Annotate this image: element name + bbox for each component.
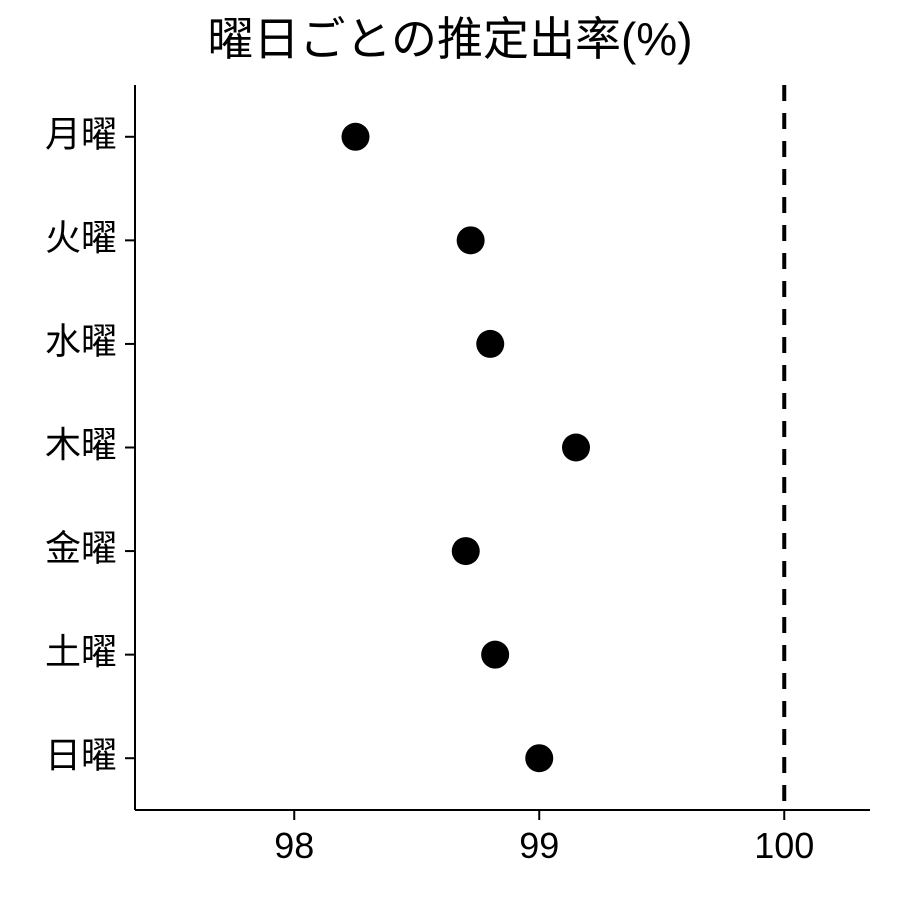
y-tick-label: 水曜 — [45, 320, 117, 361]
data-point — [525, 744, 553, 772]
x-tick-label: 98 — [274, 825, 314, 866]
x-tick-label: 100 — [754, 825, 814, 866]
data-point — [476, 330, 504, 358]
data-points — [342, 123, 591, 772]
data-point — [562, 434, 590, 462]
x-tick-label: 99 — [519, 825, 559, 866]
data-point — [342, 123, 370, 151]
y-tick-label: 金曜 — [45, 528, 117, 569]
dot-plot-chart: 曜日ごとの推定出率(%) 98 99 100 月曜火曜水曜木曜金曜土曜日曜 — [0, 0, 900, 900]
chart-container: 曜日ごとの推定出率(%) 98 99 100 月曜火曜水曜木曜金曜土曜日曜 — [0, 0, 900, 900]
y-tick-label: 土曜 — [45, 631, 117, 672]
data-point — [457, 226, 485, 254]
chart-title: 曜日ごとの推定出率(%) — [207, 13, 692, 65]
data-point — [452, 537, 480, 565]
y-tick-label: 木曜 — [45, 424, 117, 465]
y-tick-label: 日曜 — [45, 735, 117, 776]
data-point — [481, 641, 509, 669]
y-tick-label: 月曜 — [45, 113, 117, 154]
y-tick-label: 火曜 — [45, 217, 117, 258]
axes: 98 99 100 月曜火曜水曜木曜金曜土曜日曜 — [45, 85, 870, 866]
